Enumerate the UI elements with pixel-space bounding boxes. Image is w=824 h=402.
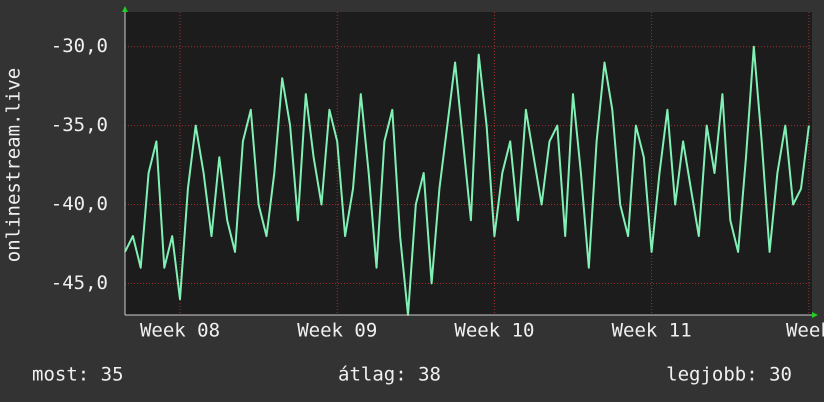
footer-avg: átlag: 38 (338, 364, 441, 386)
x-tick-label: Week 08 (140, 320, 220, 342)
plot-area (125, 12, 812, 315)
x-tick-label: Week 10 (454, 320, 534, 342)
y-tick-label: -45,0 (51, 272, 108, 294)
y-tick-label: -35,0 (51, 114, 108, 136)
x-tick-label: Week 09 (297, 320, 377, 342)
y-tick-label: -40,0 (51, 193, 108, 215)
footer-best: legjobb: 30 (666, 364, 792, 386)
x-tick-label: Week 11 (612, 320, 692, 342)
x-arrow (812, 312, 818, 318)
footer-now: most: 35 (32, 364, 124, 386)
y-tick-label: -30,0 (51, 35, 108, 57)
y-arrow (122, 6, 128, 12)
x-tick-label: Week (786, 320, 824, 342)
series-line (124, 45, 810, 316)
y-axis-label: onlinestream.live (3, 68, 25, 262)
